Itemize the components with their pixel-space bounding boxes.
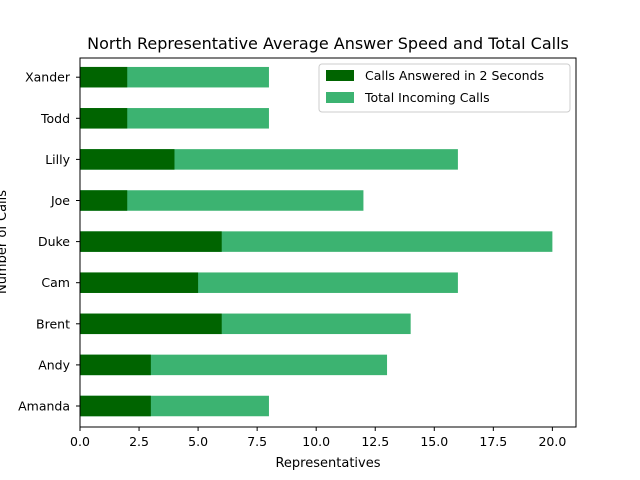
y-axis-label: Number of Calls <box>0 190 10 294</box>
x-tick-label: 15.0 <box>420 434 448 449</box>
bar-answered-andy <box>80 354 151 376</box>
plot-frame <box>79 57 577 428</box>
y-tick-label: Todd <box>40 111 70 126</box>
x-tick-label: 10.0 <box>302 434 330 449</box>
y-tick-label: Xander <box>25 70 71 85</box>
legend-frame <box>318 63 571 113</box>
bar-answered-joe <box>80 190 128 211</box>
bar-answered-lilly <box>80 149 175 170</box>
bar-answered-xander <box>80 66 128 88</box>
legend-swatch-total <box>326 92 354 103</box>
bar-total-joe <box>80 190 364 211</box>
x-tick-label: 0.0 <box>70 434 90 449</box>
y-tick-label: Duke <box>38 234 70 249</box>
bar-answered-cam <box>80 272 199 293</box>
bar-answered-todd <box>80 108 128 129</box>
y-tick-label: Joe <box>50 193 70 208</box>
x-tick-label: 7.5 <box>247 434 267 449</box>
y-tick-label: Cam <box>41 275 70 290</box>
legend-label-total: Total Incoming Calls <box>364 90 490 105</box>
bar-layer <box>80 66 553 417</box>
legend-swatch-answered <box>326 70 354 81</box>
y-axis-ticks: Amanda Andy Brent Cam Duke Joe Lilly Todd Xander <box>18 70 80 414</box>
x-tick-label: 17.5 <box>479 434 507 449</box>
bar-total-andy <box>80 354 388 376</box>
y-tick-label: Brent <box>36 316 70 331</box>
chart-title: North Representative Average Answer Spee… <box>87 34 569 53</box>
y-tick-label: Andy <box>38 357 70 372</box>
legend-label-answered: Calls Answered in 2 Seconds <box>365 68 544 83</box>
x-axis-ticks: 0.0 2.5 5.0 7.5 10.0 12.5 15.0 17.5 20.0 <box>70 427 566 449</box>
x-tick-label: 2.5 <box>129 434 149 449</box>
y-tick-label: Amanda <box>18 399 70 414</box>
x-axis-label: Representatives <box>275 456 380 471</box>
legend: Calls Answered in 2 Seconds Total Incomi… <box>318 63 571 113</box>
bar-answered-duke <box>80 231 222 252</box>
x-tick-label: 12.5 <box>361 434 389 449</box>
y-tick-label: Lilly <box>45 152 70 167</box>
x-tick-label: 20.0 <box>538 434 566 449</box>
bar-answered-amanda <box>80 395 151 417</box>
bar-answered-brent <box>80 313 222 335</box>
x-tick-label: 5.0 <box>188 434 208 449</box>
